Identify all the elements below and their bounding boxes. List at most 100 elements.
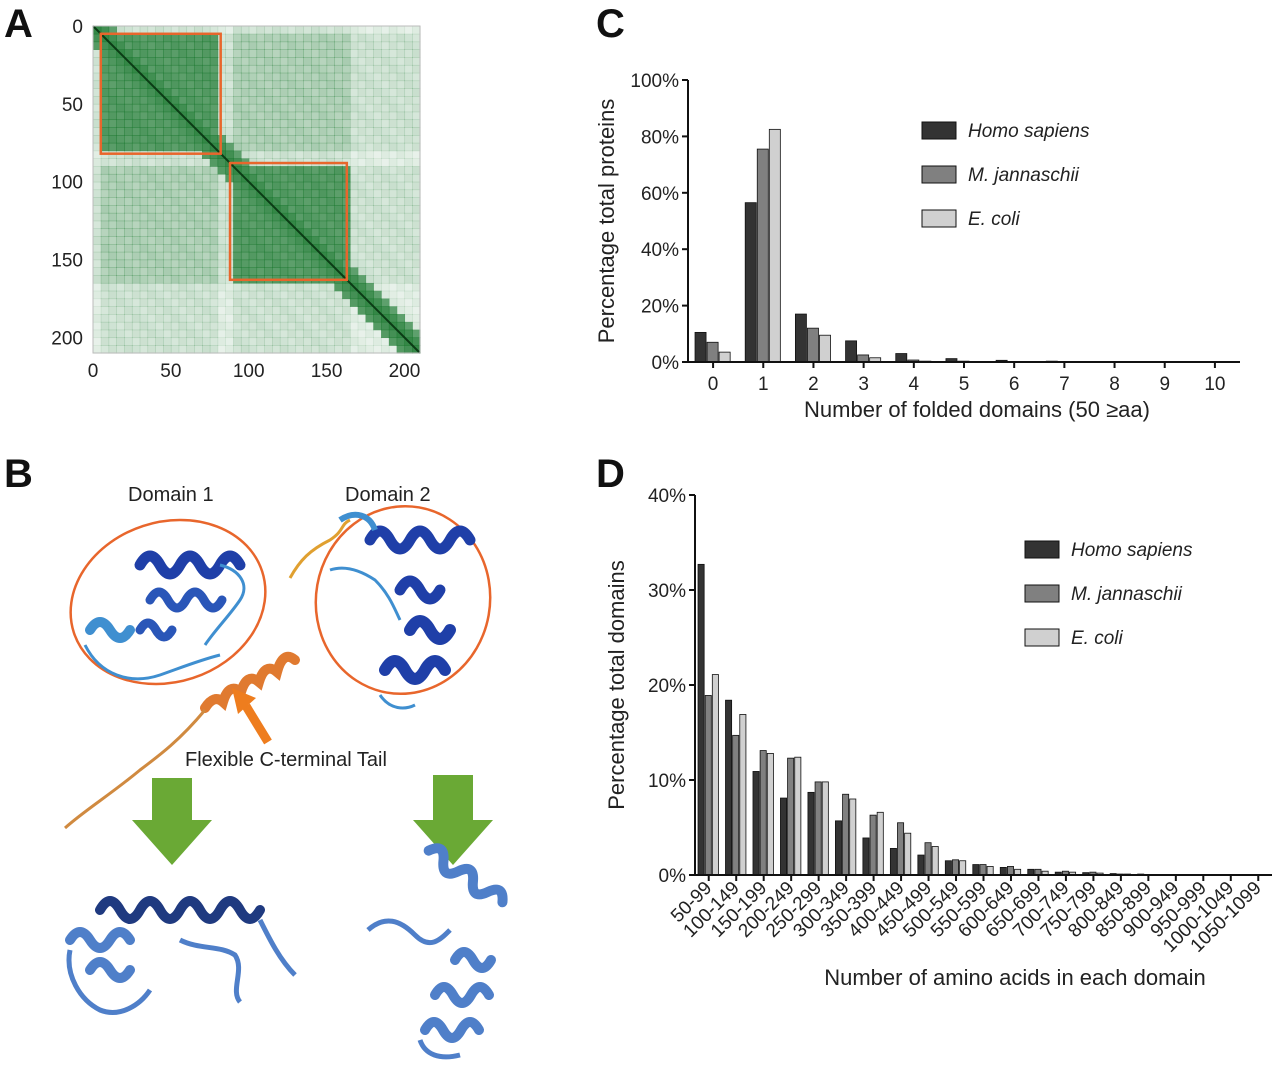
heatmap-cell (170, 41, 180, 50)
heatmap-cell (357, 189, 367, 198)
heatmap-cell (131, 49, 141, 58)
heatmap-cell (209, 282, 219, 292)
heatmap-cell (225, 111, 234, 121)
heatmap-cell (326, 251, 335, 261)
heatmap-cell (388, 337, 398, 346)
heatmap-cell (170, 205, 180, 214)
heatmap-cell (116, 166, 125, 175)
heatmap-cell (381, 72, 390, 82)
heatmap-cell (93, 88, 102, 97)
heatmap-cell (170, 96, 180, 105)
heatmap-cell (186, 26, 195, 35)
heatmap-cell (272, 135, 281, 144)
heatmap-cell (334, 306, 343, 315)
heatmap-cell (124, 127, 133, 136)
heatmap-cell (194, 282, 203, 292)
domain1-ellipse (69, 518, 267, 686)
heatmap-cell (279, 166, 289, 175)
heatmap-cell (93, 298, 102, 307)
heatmap-cell (217, 259, 226, 268)
heatmap-cell (295, 142, 304, 152)
heatmap-cell (365, 173, 374, 183)
heatmap-cell (248, 329, 258, 339)
heatmap-cell (381, 290, 390, 300)
heatmap-cell (186, 236, 195, 245)
heatmap-cell (388, 282, 398, 292)
heatmap-cell (373, 337, 382, 346)
y-tick-label: 20% (641, 297, 679, 318)
heatmap-cell (217, 205, 226, 214)
heatmap-cell (155, 158, 164, 167)
heatmap-cell (264, 205, 273, 214)
heatmap-cell (311, 49, 320, 58)
heatmap-cell (163, 72, 172, 82)
bar (857, 354, 870, 363)
heatmap-cell (209, 33, 219, 43)
heatmap-cell (248, 345, 258, 354)
heatmap-cell (303, 314, 312, 323)
heatmap-cell (209, 158, 219, 167)
heatmap-cell (178, 72, 188, 82)
heatmap-cell (147, 212, 156, 222)
heatmap-cell (194, 337, 203, 346)
heatmap-cell (240, 111, 250, 121)
legend-swatch (921, 165, 957, 184)
heatmap-cell (342, 64, 351, 74)
heatmap-cell (349, 314, 359, 323)
heatmap-cell (194, 158, 203, 167)
bar (814, 781, 822, 876)
heatmap-cell (233, 57, 242, 66)
heatmap-cell (147, 96, 156, 105)
heatmap-cell (100, 197, 110, 206)
heatmap-cell (93, 119, 102, 128)
heatmap-cell (295, 345, 304, 354)
heatmap-cell (365, 57, 374, 66)
heatmap-cell (311, 26, 320, 35)
heatmap-cell (272, 88, 281, 97)
heatmap-cell (155, 96, 164, 105)
heatmap-cell (311, 259, 320, 268)
heatmap-cell (170, 329, 180, 339)
heatmap-cell (365, 158, 374, 167)
y-tick-label: 200 (51, 328, 83, 349)
heatmap-cell (396, 345, 406, 354)
heatmap-cell (295, 103, 304, 113)
heatmap-cell (326, 72, 335, 82)
heatmap-cell (373, 49, 382, 58)
heatmap-cell (287, 96, 297, 105)
heatmap-cell (287, 259, 297, 268)
heatmap-cell (233, 267, 242, 276)
heatmap-cell (131, 337, 141, 346)
heatmap-cell (139, 127, 149, 136)
heatmap-cell (186, 33, 195, 43)
heatmap-cell (396, 298, 406, 307)
heatmap-cell (365, 142, 374, 152)
heatmap-cell (139, 135, 149, 144)
heatmap-cell (357, 251, 367, 261)
heatmap-cell (388, 267, 398, 276)
heatmap-cell (233, 111, 242, 121)
heatmap-cell (287, 345, 297, 354)
heatmap-cell (194, 228, 203, 237)
heatmap-cell (240, 197, 250, 206)
heatmap-cell (334, 64, 343, 74)
heatmap-cell (311, 321, 320, 331)
heatmap-cell (373, 57, 382, 66)
heatmap-cell (365, 228, 374, 237)
heatmap-cell (233, 220, 242, 230)
heatmap-cell (272, 345, 281, 354)
heatmap-cell (264, 267, 273, 276)
heatmap-cell (334, 26, 343, 35)
heatmap-cell (404, 205, 413, 214)
heatmap-cell (186, 189, 195, 198)
heatmap-cell (349, 88, 359, 97)
heatmap-cell (357, 127, 367, 136)
heatmap-cell (326, 57, 335, 66)
heatmap-cell (170, 321, 180, 331)
heatmap-cell (202, 64, 211, 74)
heatmap-cell (93, 236, 102, 245)
heatmap-cell (139, 57, 149, 66)
heatmap-cell (233, 173, 242, 183)
heatmap-cell (194, 88, 203, 97)
heatmap-cell (388, 329, 398, 339)
